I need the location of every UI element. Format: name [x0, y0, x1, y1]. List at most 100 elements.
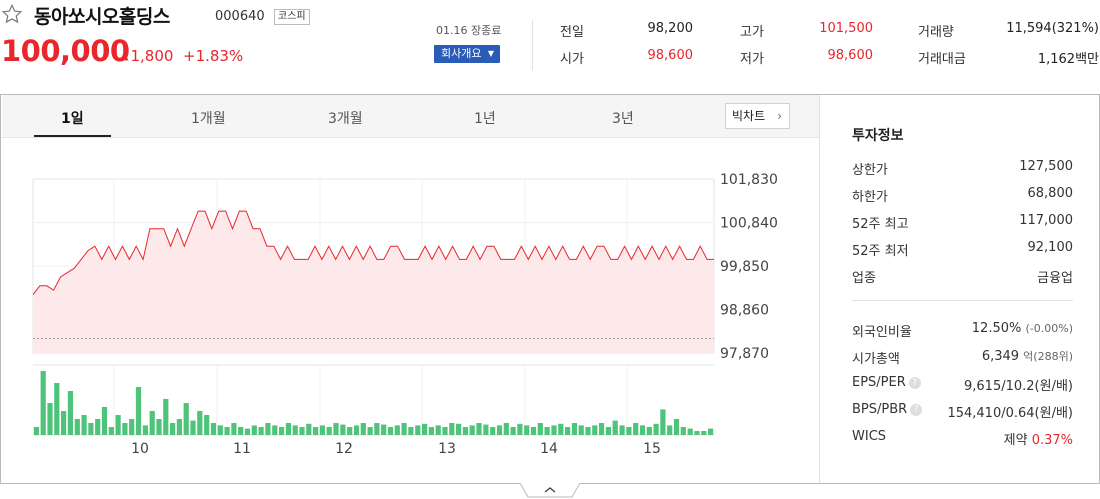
current-price: 100,000	[1, 34, 130, 68]
info-value: 92,100	[1027, 240, 1074, 255]
x-tick-label: 14	[540, 441, 558, 457]
x-tick-label: 10	[131, 441, 149, 457]
volume-bar	[244, 428, 251, 435]
stat-label-open: 시가	[560, 52, 584, 67]
volume-bar	[565, 427, 571, 435]
investment-info-title: 투자정보	[852, 128, 904, 144]
volume-bar	[374, 423, 380, 435]
volume-bar	[224, 427, 230, 435]
info-value: 154,410/0.64(원/배)	[947, 402, 1073, 421]
x-tick-label: 15	[643, 441, 661, 457]
market-badge: 코스피	[274, 9, 310, 25]
volume-bar	[537, 423, 543, 435]
y-tick-label: 100,840	[720, 216, 778, 232]
volume-bar	[347, 427, 353, 435]
bps-pbr-label: BPS/PBR	[852, 402, 908, 417]
volume-bar	[619, 425, 625, 435]
info-row-bps-pbr: BPS/PBR? 154,410/0.64(원/배)	[852, 402, 1073, 421]
volume-bar	[183, 403, 189, 435]
volume-bar	[299, 427, 305, 435]
volume-bar	[40, 371, 46, 435]
bps-pbr-unit: (원/배)	[1034, 406, 1073, 421]
info-row-industry: 업종 금융업	[852, 267, 1073, 286]
volume-bar	[210, 423, 217, 435]
volume-bar	[496, 425, 503, 435]
volume-bar	[265, 423, 271, 435]
volume-bar	[95, 419, 101, 435]
volume-bar	[176, 419, 182, 435]
company-overview-button[interactable]: 회사개요 ▼	[434, 45, 500, 63]
volume-bar	[231, 423, 237, 435]
volume-bar	[142, 425, 148, 435]
volume-bar	[442, 427, 448, 435]
eps-per-unit: (원/배)	[1034, 379, 1073, 394]
stat-value-trade-value: 1,162백만	[1037, 52, 1099, 67]
volume-bar	[571, 423, 577, 435]
help-icon[interactable]: ?	[908, 377, 921, 389]
volume-bar	[653, 423, 659, 435]
volume-bar	[292, 425, 298, 435]
volume-bar	[135, 387, 142, 435]
volume-bar	[456, 423, 462, 435]
volume-bar	[483, 424, 489, 435]
volume-bar	[313, 427, 319, 435]
x-tick-label: 13	[438, 441, 456, 457]
volume-bar	[251, 425, 257, 435]
stat-label-low: 저가	[740, 52, 764, 67]
volume-bar	[88, 423, 94, 435]
stat-value-open: 98,600	[647, 48, 694, 63]
stat-label-trade-value: 거래대금	[918, 52, 966, 67]
volume-bar	[476, 423, 482, 435]
market-cap-unit: 억	[1023, 350, 1034, 363]
info-row-52w-low: 52주 최저 92,100	[852, 240, 1074, 259]
info-label: BPS/PBR?	[852, 402, 923, 417]
stat-value-low: 98,600	[827, 48, 874, 63]
volume-bar	[204, 415, 210, 435]
stat-label-high: 고가	[740, 25, 764, 40]
tab-1m[interactable]: 1개월	[191, 111, 226, 127]
volume-bar	[626, 427, 632, 435]
volume-bar	[612, 420, 618, 435]
chart-panel: 1일 1개월 3개월 1년 3년 빅차트 › 101,830 100,840 99,8…	[0, 94, 1100, 484]
big-chart-button[interactable]: 빅차트 ›	[725, 103, 790, 129]
eps-per-value: 9,615/10.2	[964, 379, 1035, 394]
tab-1d[interactable]: 1일	[61, 111, 84, 127]
volume-bar	[422, 423, 428, 435]
chevron-up-icon	[544, 487, 556, 493]
volume-bar	[115, 415, 121, 435]
star-icon[interactable]	[1, 3, 23, 25]
volume-bar	[74, 419, 80, 435]
volume-bar	[633, 423, 639, 435]
volume-bar	[381, 424, 387, 435]
price-chart[interactable]: 101,830 100,840 99,850 98,860 97,870 10 11 12 13…	[2, 139, 819, 484]
volume-bar	[680, 427, 686, 435]
volume-bar	[558, 423, 564, 435]
info-label: 상한가	[852, 163, 888, 178]
investment-info: 투자정보 상한가 127,500 하한가 68,800 52주 최고 117,0…	[819, 95, 1099, 483]
info-value: 117,000	[1019, 213, 1073, 228]
stat-value-prev-close: 98,200	[647, 21, 694, 36]
price-change: ▲ 1,800	[120, 47, 173, 65]
bps-pbr-value: 154,410/0.64	[947, 406, 1035, 421]
volume-bar	[599, 423, 605, 435]
volume-bar	[524, 425, 530, 435]
help-icon[interactable]: ?	[910, 404, 923, 416]
volume-bar	[673, 419, 680, 435]
volume-bar	[238, 427, 244, 435]
volume-bar	[197, 411, 203, 435]
foreign-ratio-change: (-0.00%)	[1025, 322, 1074, 335]
volume-bar	[319, 425, 325, 435]
volume-bar	[163, 399, 169, 435]
volume-bar	[687, 428, 693, 435]
volume-bar	[708, 428, 714, 435]
collapse-toggle[interactable]	[520, 483, 580, 499]
stat-value-high: 101,500	[819, 21, 873, 36]
info-label: EPS/PER?	[852, 375, 921, 390]
info-value: 127,500	[1019, 159, 1073, 174]
info-value: 9,615/10.2(원/배)	[964, 375, 1073, 394]
tab-1y[interactable]: 1년	[474, 111, 496, 127]
tab-3m[interactable]: 3개월	[328, 111, 363, 127]
volume-bar	[449, 423, 455, 435]
volume-bar	[639, 425, 646, 435]
tab-3y[interactable]: 3년	[612, 111, 634, 127]
